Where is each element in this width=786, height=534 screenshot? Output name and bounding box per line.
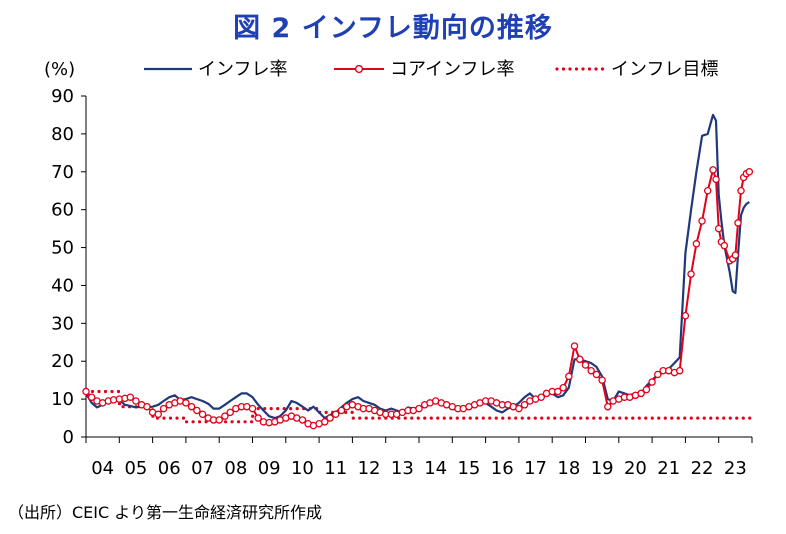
y-tick-label: 20 bbox=[51, 351, 74, 372]
core-inflation-marker bbox=[592, 370, 601, 379]
core-inflation-marker bbox=[337, 406, 346, 415]
core-inflation-marker bbox=[737, 186, 745, 195]
core-inflation-marker bbox=[576, 355, 584, 364]
core-inflation-marker bbox=[731, 251, 740, 259]
x-tick-label: 15 bbox=[457, 458, 480, 479]
x-tick-label: 21 bbox=[657, 458, 680, 479]
x-tick-label: 09 bbox=[258, 458, 281, 479]
core-inflation-marker bbox=[143, 402, 151, 411]
core-inflation-marker bbox=[604, 402, 612, 411]
x-tick-label: 06 bbox=[158, 458, 181, 479]
core-inflation-marker bbox=[537, 393, 545, 401]
core-inflation-marker bbox=[298, 416, 307, 424]
core-inflation-marker bbox=[712, 175, 720, 184]
x-tick-label: 04 bbox=[91, 458, 114, 479]
core-inflation-marker bbox=[159, 404, 168, 413]
core-inflation-marker bbox=[734, 219, 742, 227]
x-tick-label: 16 bbox=[491, 458, 514, 479]
x-tick-label: 18 bbox=[557, 458, 580, 479]
y-tick-label: 80 bbox=[51, 124, 74, 145]
core-inflation-marker bbox=[554, 387, 562, 396]
legend: インフレ率 コアインフレ率 インフレ目標 bbox=[144, 59, 718, 80]
core-inflation-marker bbox=[515, 404, 523, 413]
core-inflation-marker bbox=[654, 370, 662, 379]
core-inflation-marker bbox=[520, 401, 529, 409]
core-inflation-marker bbox=[221, 412, 229, 420]
core-inflation-marker bbox=[581, 361, 590, 369]
core-inflation-marker bbox=[565, 372, 573, 381]
y-tick-label: 40 bbox=[51, 275, 74, 296]
x-tick-label: 23 bbox=[724, 458, 747, 479]
core-inflation-marker bbox=[587, 366, 595, 375]
x-tick-label: 12 bbox=[358, 458, 381, 479]
core-inflation-marker bbox=[82, 387, 90, 396]
x-tick-label: 11 bbox=[324, 458, 347, 479]
x-tick-label: 22 bbox=[691, 458, 714, 479]
core-inflation-marker bbox=[648, 378, 656, 386]
core-inflation-marker bbox=[598, 376, 606, 384]
core-inflation-marker bbox=[703, 186, 712, 195]
chart-title: 図 2 インフレ動向の推移 bbox=[233, 13, 553, 44]
core-inflation-marker bbox=[248, 404, 257, 413]
x-tick-label: 20 bbox=[624, 458, 647, 479]
x-tick-label: 07 bbox=[191, 458, 214, 479]
source-note: （出所）CEIC より第一生命経済研究所作成 bbox=[8, 503, 322, 522]
y-tick-label: 10 bbox=[51, 389, 74, 410]
core-inflation-marker bbox=[126, 393, 135, 401]
x-tick-label: 05 bbox=[124, 458, 147, 479]
core-inflation-marker bbox=[637, 389, 645, 398]
core-inflation-marker bbox=[642, 385, 651, 394]
core-inflation-marker bbox=[570, 342, 579, 350]
x-tick-label: 17 bbox=[524, 458, 547, 479]
y-tick-label: 70 bbox=[51, 162, 74, 183]
core-inflation-marker bbox=[132, 397, 140, 405]
y-tick-label: 0 bbox=[63, 427, 74, 448]
x-tick-label: 10 bbox=[291, 458, 314, 479]
core-inflation-marker bbox=[714, 224, 723, 233]
y-axis: 0 10 20 30 40 50 60 70 80 90 bbox=[51, 86, 87, 448]
core-inflation-marker bbox=[709, 166, 717, 174]
series-line-inflation bbox=[85, 113, 750, 420]
x-axis: 04 05 06 07 08 09 10 11 12 13 14 15 16 17 18 19 20 21 22 23 bbox=[85, 436, 753, 479]
legend-label-inflation-target: インフレ目標 bbox=[611, 59, 718, 80]
y-tick-label: 30 bbox=[51, 313, 74, 334]
core-inflation-marker bbox=[681, 312, 690, 320]
core-inflation-marker bbox=[254, 414, 262, 422]
core-inflation-marker bbox=[415, 404, 423, 413]
x-tick-label: 13 bbox=[391, 458, 414, 479]
y-axis-unit: (%) bbox=[44, 59, 75, 80]
core-inflation-marker bbox=[692, 240, 701, 248]
core-inflation-marker bbox=[326, 414, 334, 422]
core-inflation-marker bbox=[559, 383, 567, 392]
legend-label-inflation: インフレ率 bbox=[198, 59, 287, 80]
y-tick-label: 90 bbox=[51, 86, 74, 107]
core-inflation-marker bbox=[87, 393, 96, 401]
x-tick-label: 14 bbox=[424, 458, 447, 479]
core-inflation-marker bbox=[331, 410, 340, 419]
y-tick-label: 60 bbox=[51, 200, 74, 221]
core-inflation-marker bbox=[675, 366, 684, 375]
core-inflation-marker bbox=[321, 418, 329, 426]
legend-label-core-inflation: コアインフレ率 bbox=[390, 59, 515, 80]
legend-marker-core-inflation bbox=[354, 64, 364, 74]
core-inflation-marker bbox=[745, 168, 754, 176]
core-inflation-marker bbox=[215, 416, 223, 424]
core-inflation-marker bbox=[154, 410, 163, 419]
core-inflation-marker bbox=[226, 408, 234, 417]
x-tick-label: 08 bbox=[224, 458, 247, 479]
series-line-core-inflation bbox=[85, 168, 750, 427]
core-inflation-marker bbox=[687, 270, 695, 278]
series-layer bbox=[82, 113, 754, 430]
core-inflation-marker bbox=[698, 217, 706, 225]
core-inflation-marker bbox=[182, 399, 190, 407]
y-tick-label: 50 bbox=[51, 238, 74, 259]
core-inflation-marker bbox=[187, 402, 196, 411]
core-inflation-marker bbox=[193, 406, 201, 415]
x-tick-label: 19 bbox=[591, 458, 614, 479]
core-inflation-marker bbox=[720, 241, 729, 250]
core-inflation-marker bbox=[198, 410, 207, 419]
